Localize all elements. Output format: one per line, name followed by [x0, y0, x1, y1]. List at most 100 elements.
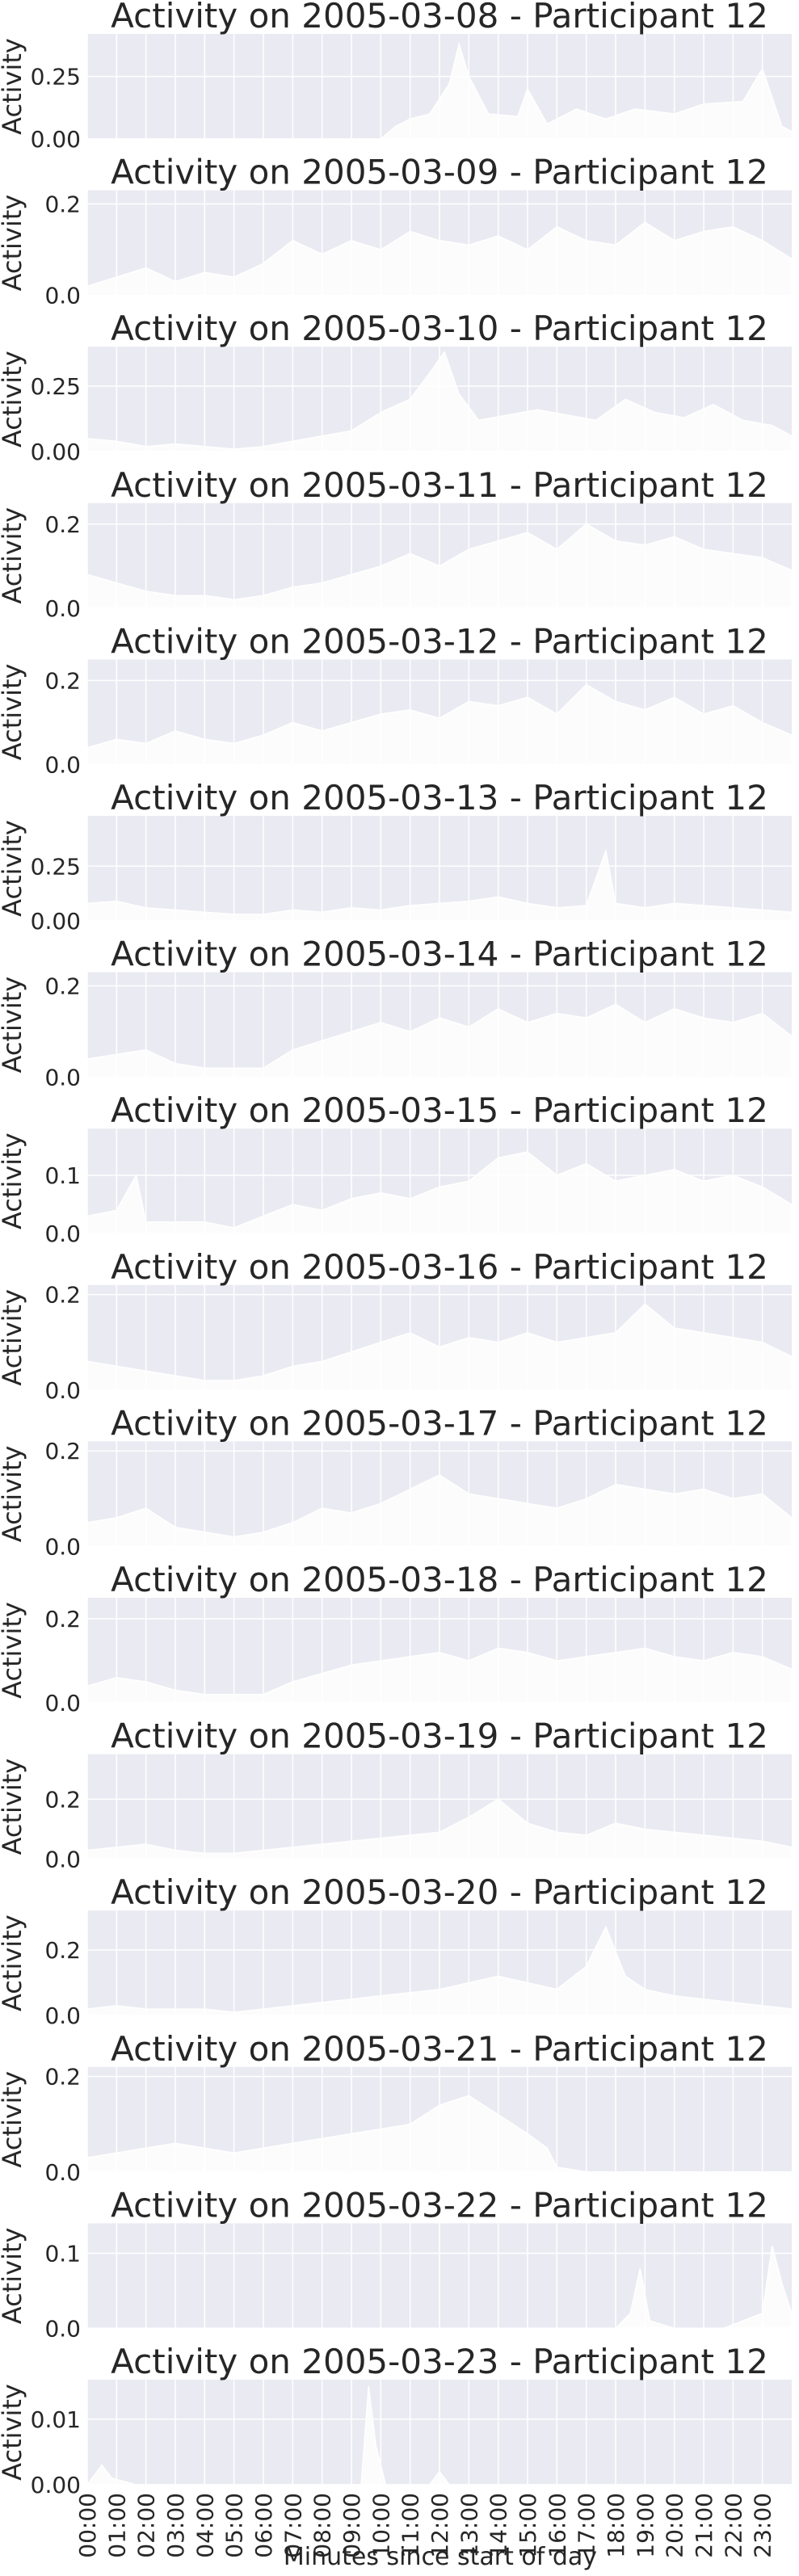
y-tick-label: 0.25	[31, 373, 81, 400]
x-tick-label: 21:00	[691, 2493, 717, 2558]
chart-panel: 0.0 0.2 Activity Activity on 2005-03-09 - P…	[0, 153, 793, 309]
y-tick-label: 0.00	[31, 2472, 81, 2498]
y-axis-label: Activity	[0, 977, 27, 1074]
y-tick-label: 0.2	[44, 511, 81, 538]
y-tick-label: 0.0	[44, 1221, 81, 1247]
y-tick-label: 0.0	[44, 2002, 81, 2029]
y-axis-label: Activity	[0, 507, 27, 604]
y-tick-label: 0.1	[44, 1162, 81, 1189]
chart-title: Activity on 2005-03-13 - Participant 12	[111, 778, 768, 817]
y-tick-label: 0.2	[44, 191, 81, 218]
activity-series	[86, 1798, 793, 1860]
x-tick-label: 05:00	[221, 2493, 248, 2558]
y-axis-label: Activity	[0, 664, 27, 761]
chart-title: Activity on 2005-03-18 - Participant 12	[111, 1560, 768, 1599]
chart-title: Activity on 2005-03-15 - Participant 12	[111, 1090, 768, 1130]
y-tick-label: 0.0	[44, 751, 81, 778]
x-tick-label: 08:00	[309, 2493, 336, 2558]
chart-panel: 0.0 0.2 Activity Activity on 2005-03-17 - P…	[0, 1403, 793, 1560]
chart-title: Activity on 2005-03-20 - Participant 12	[111, 1872, 768, 1912]
chart-panel: 0.0 0.2 Activity Activity on 2005-03-16 - P…	[0, 1247, 793, 1404]
y-axis-label: Activity	[0, 2384, 27, 2481]
y-tick-label: 0.2	[44, 1606, 81, 1633]
chart-panel: 0.0 0.2 Activity Activity on 2005-03-18 - P…	[0, 1560, 793, 1717]
y-tick-label: 0.00	[31, 439, 81, 465]
y-tick-label: 0.2	[44, 1786, 81, 1813]
y-tick-label: 0.2	[44, 973, 81, 1000]
y-tick-label: 0.0	[44, 2315, 81, 2342]
y-tick-label: 0.0	[44, 2159, 81, 2186]
y-axis-label: Activity	[0, 1133, 27, 1229]
x-tick-label: 00:00	[74, 2493, 101, 2558]
activity-series	[86, 2095, 792, 2173]
activity-series	[86, 683, 793, 766]
x-tick-label: 03:00	[162, 2493, 189, 2558]
x-tick-label: 13:00	[456, 2493, 482, 2558]
activity-series	[86, 1151, 793, 1234]
y-tick-label: 0.2	[44, 667, 81, 694]
x-tick-label: 19:00	[632, 2493, 658, 2558]
activity-series	[87, 41, 793, 140]
activity-series	[86, 523, 793, 609]
y-axis-label: Activity	[0, 38, 27, 135]
activity-series	[86, 1003, 793, 1078]
activity-series	[86, 1303, 793, 1391]
y-tick-label: 0.25	[31, 853, 81, 880]
y-tick-label: 0.0	[44, 1847, 81, 1873]
chart-panel: 0.0 0.1 Activity Activity on 2005-03-22 - P…	[0, 2185, 793, 2342]
y-axis-label: Activity	[0, 1602, 27, 1699]
x-tick-label: 22:00	[720, 2493, 746, 2558]
activity-series	[86, 1647, 793, 1704]
chart-title: Activity on 2005-03-17 - Participant 12	[111, 1403, 768, 1443]
activity-series	[86, 1473, 793, 1548]
chart-title: Activity on 2005-03-10 - Participant 12	[111, 309, 768, 348]
x-tick-label: 16:00	[544, 2493, 570, 2558]
chart-panel: 0.0 0.2 Activity Activity on 2005-03-20 - P…	[0, 1872, 793, 2029]
y-axis-label: Activity	[0, 1289, 27, 1386]
chart-panel: 0.0 0.1 Activity Activity on 2005-03-15 - P…	[0, 1090, 793, 1247]
x-axis-label: Minutes since start of day	[284, 2543, 597, 2571]
chart-title: Activity on 2005-03-09 - Participant 12	[111, 153, 768, 192]
y-tick-label: 0.2	[44, 1282, 81, 1309]
y-tick-label: 0.0	[44, 1690, 81, 1717]
y-tick-label: 0.0	[44, 1377, 81, 1404]
x-tick-label: 04:00	[191, 2493, 218, 2558]
y-tick-label: 0.2	[44, 1438, 81, 1464]
y-tick-label: 0.00	[31, 126, 81, 153]
chart-panel: 0.0 0.2 Activity Activity on 2005-03-12 - P…	[0, 621, 793, 778]
x-tick-label: 01:00	[103, 2493, 130, 2558]
x-tick-label: 02:00	[133, 2493, 160, 2558]
y-tick-label: 0.2	[44, 1937, 81, 1964]
x-tick-label: 20:00	[662, 2493, 688, 2558]
activity-series	[86, 1925, 793, 2016]
chart-title: Activity on 2005-03-22 - Participant 12	[111, 2185, 768, 2225]
chart-title: Activity on 2005-03-23 - Participant 12	[111, 2342, 768, 2381]
chart-title: Activity on 2005-03-16 - Participant 12	[111, 1247, 768, 1287]
chart-panel: 0.0 0.2 Activity Activity on 2005-03-19 - P…	[0, 1717, 793, 1873]
y-tick-label: 0.25	[31, 64, 81, 90]
y-axis-label: Activity	[0, 820, 27, 917]
y-tick-label: 0.00	[31, 908, 81, 935]
activity-series	[86, 221, 793, 296]
y-axis-label: Activity	[0, 1446, 27, 1543]
y-tick-label: 0.1	[44, 2241, 81, 2267]
x-tick-label: 18:00	[603, 2493, 629, 2558]
x-tick-label: 15:00	[515, 2493, 541, 2558]
y-axis-label: Activity	[0, 2071, 27, 2168]
y-tick-label: 0.0	[44, 595, 81, 622]
y-tick-label: 0.0	[44, 1533, 81, 1560]
chart-title: Activity on 2005-03-11 - Participant 12	[111, 465, 768, 505]
y-tick-label: 0.0	[44, 283, 81, 309]
y-axis-label: Activity	[0, 1759, 27, 1855]
chart-panel: 0.0 0.2 Activity Activity on 2005-03-14 - P…	[0, 935, 793, 1091]
chart-title: Activity on 2005-03-19 - Participant 12	[111, 1717, 768, 1756]
y-tick-label: 0.01	[31, 2406, 81, 2433]
x-tick-label: 17:00	[574, 2493, 600, 2558]
y-tick-label: 0.0	[44, 1065, 81, 1091]
x-tick-label: 06:00	[250, 2493, 277, 2558]
x-tick-label: 07:00	[280, 2493, 306, 2558]
